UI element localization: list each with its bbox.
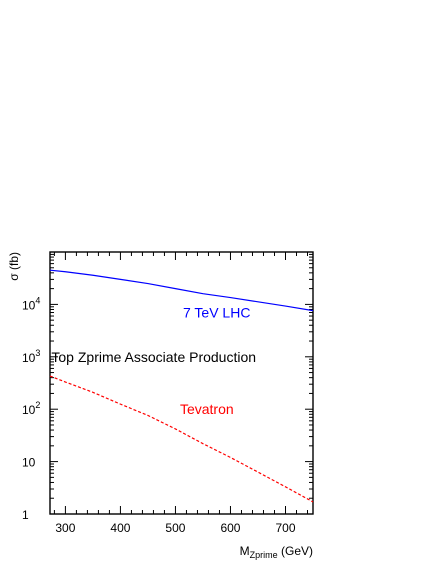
x-axis-title-subscript: Zprime xyxy=(250,550,278,560)
y-tick-label-base: 10 xyxy=(22,351,36,365)
plot-area xyxy=(49,251,314,515)
y-tick-label: 102 xyxy=(22,400,40,417)
x-axis-title-unit: (GeV) xyxy=(278,544,313,558)
x-tick-label: 600 xyxy=(220,521,240,535)
y-tick-label: 104 xyxy=(22,295,40,312)
x-axis-tick-labels: 300 400 500 600 700 xyxy=(55,521,295,535)
y-tick-label-base: 10 xyxy=(22,298,36,312)
x-tick-label: 700 xyxy=(275,521,295,535)
x-axis-ticks xyxy=(53,252,308,514)
y-tick-label: 1 xyxy=(22,508,29,522)
y-tick-label: 10 xyxy=(22,456,36,470)
annotation-layer: 7 TeV LHC Tevatron Top Zprime Associate Pr… xyxy=(51,305,256,418)
plot-frame xyxy=(49,251,314,515)
y-axis-ticks xyxy=(50,253,313,515)
x-axis-title-base: M xyxy=(240,544,250,558)
x-tick-label: 400 xyxy=(110,521,130,535)
y-tick-label-base: 1 xyxy=(22,508,29,522)
series-layer xyxy=(49,269,314,503)
y-tick-label-exponent: 4 xyxy=(35,295,40,305)
x-tick-label: 300 xyxy=(55,521,75,535)
series-label-0: 7 TeV LHC xyxy=(183,305,250,321)
chart-annotation-0: Top Zprime Associate Production xyxy=(51,349,256,365)
series-line-1 xyxy=(49,375,314,503)
series-line-0 xyxy=(49,269,314,312)
y-tick-label-exponent: 3 xyxy=(35,348,40,358)
y-tick-label-exponent: 2 xyxy=(35,400,40,410)
series-label-1: Tevatron xyxy=(180,401,234,417)
x-axis-title: MZprime (GeV) xyxy=(240,544,313,560)
y-axis-title: σ (fb) xyxy=(7,252,21,281)
y-tick-label-base: 10 xyxy=(22,403,36,417)
x-tick-label: 500 xyxy=(165,521,185,535)
y-tick-label: 103 xyxy=(22,348,40,365)
y-tick-label-base: 10 xyxy=(22,456,36,470)
